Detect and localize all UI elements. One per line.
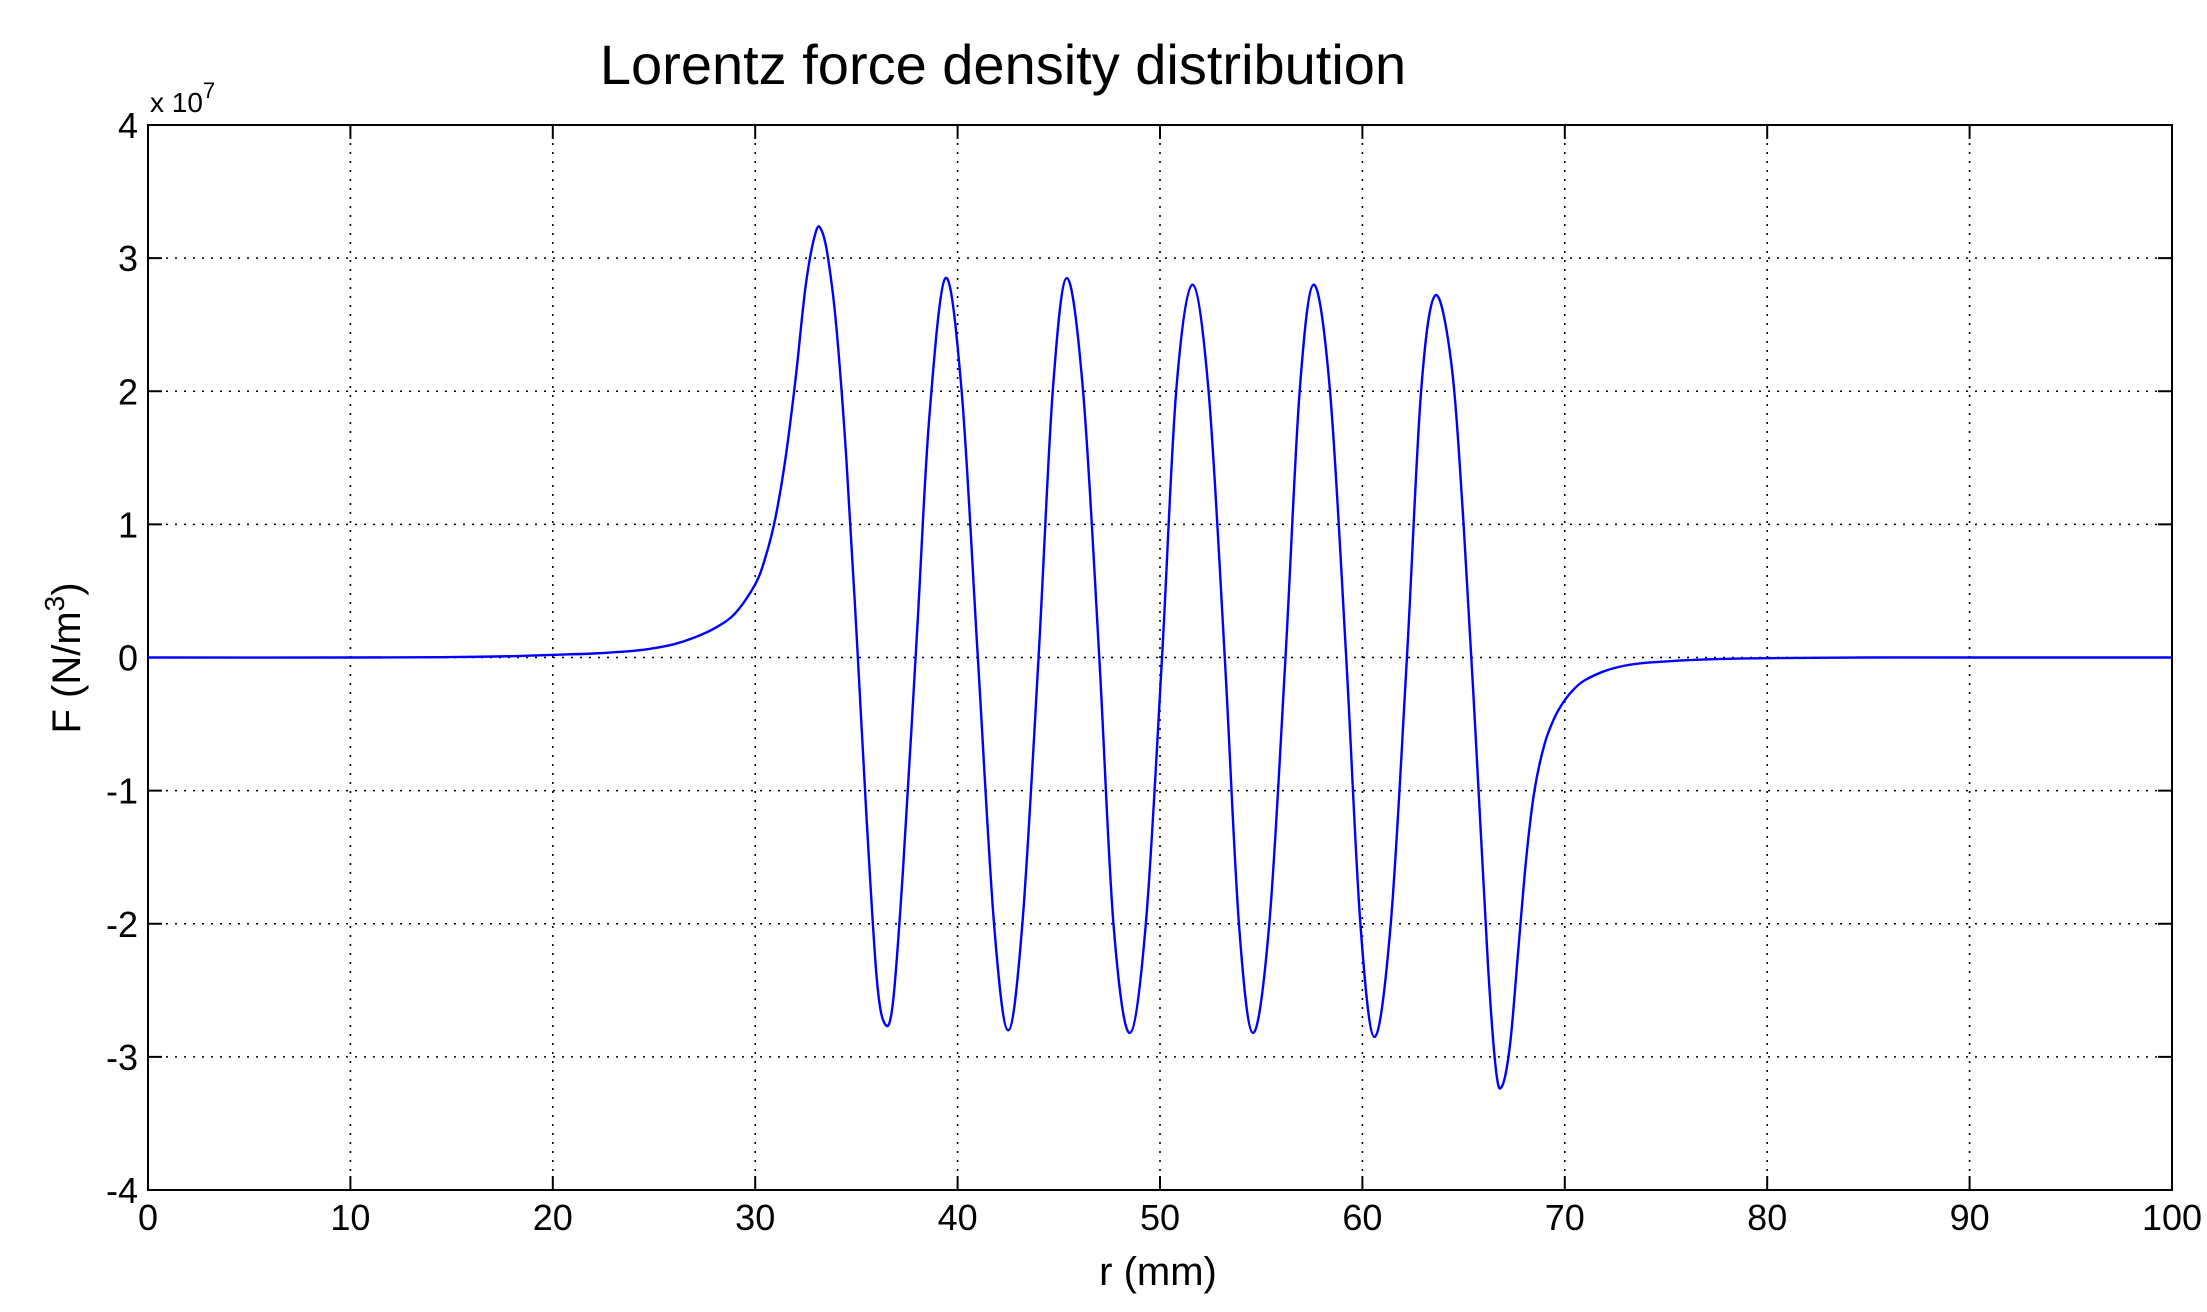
y-multiplier-base: x 10 [150, 87, 203, 118]
x-tick-labels: 0 10 20 30 40 50 60 70 80 90 100 [138, 1197, 2202, 1238]
x-tick-label: 70 [1545, 1197, 1585, 1238]
y-multiplier-exponent: 7 [203, 78, 215, 103]
y-tick-label: 1 [118, 504, 138, 545]
x-tick-label: 30 [735, 1197, 775, 1238]
y-axis-label-close: ) [45, 582, 89, 595]
x-tick-label: 60 [1342, 1197, 1382, 1238]
y-tick-label: 3 [118, 238, 138, 279]
series-line [147, 225, 2172, 1090]
x-tick-label: 50 [1140, 1197, 1180, 1238]
y-tick-label: -3 [106, 1037, 138, 1078]
y-axis-label: F (N/m3) [39, 582, 89, 733]
y-tick-label: -2 [106, 904, 138, 945]
y-tick-label: -4 [106, 1170, 138, 1211]
x-tick-label: 40 [938, 1197, 978, 1238]
y-tick-labels: -4 -3 -2 -1 0 1 2 3 4 [106, 105, 138, 1211]
x-tick-label: 10 [330, 1197, 370, 1238]
x-axis-label: r (mm) [1099, 1250, 1217, 1294]
y-multiplier: x 107 [150, 78, 215, 118]
x-tick-label: 90 [1950, 1197, 1990, 1238]
x-tick-label: 100 [2142, 1197, 2202, 1238]
y-tick-label: 4 [118, 105, 138, 146]
y-axis-label-superscript: 3 [39, 596, 70, 612]
chart-title: Lorentz force density distribution [600, 33, 1406, 96]
y-axis-label-main: F (N/m [45, 611, 89, 733]
x-tick-label: 80 [1747, 1197, 1787, 1238]
x-tick-label: 20 [533, 1197, 573, 1238]
y-tick-label: -1 [106, 771, 138, 812]
x-tick-label: 0 [138, 1197, 158, 1238]
y-tick-label: 2 [118, 371, 138, 412]
y-tick-label: 0 [118, 638, 138, 679]
